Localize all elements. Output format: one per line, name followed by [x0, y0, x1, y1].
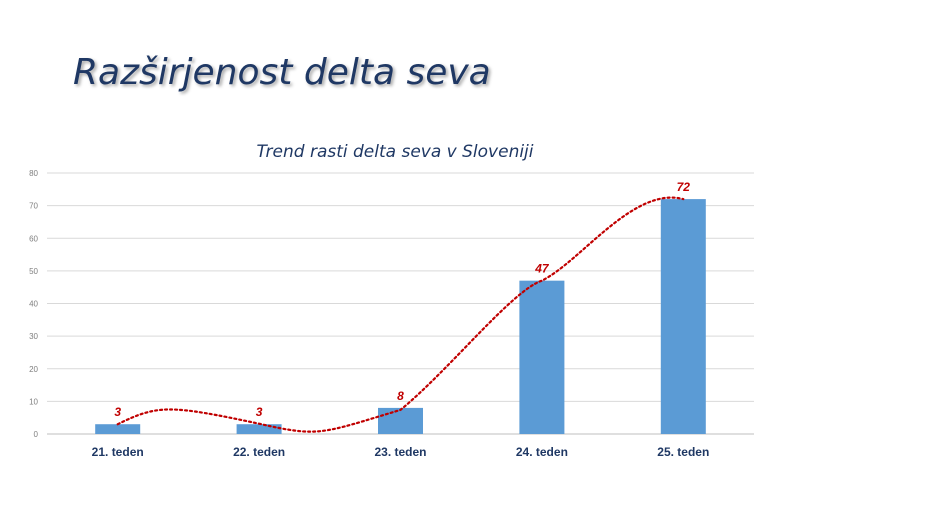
data-labels: 3 3 8 47 72: [114, 180, 690, 419]
bar: [95, 424, 141, 434]
chart-title: Trend rasti delta seva v Sloveniji: [256, 142, 533, 162]
trendline: [116, 196, 685, 433]
x-tick-label: 21. teden: [92, 445, 144, 459]
bar: [519, 280, 565, 434]
y-axis-ticks: 0 10 20 30 40 50 60 70 80: [29, 169, 38, 439]
y-tick-label: 40: [29, 300, 38, 309]
grid-lines: [47, 172, 754, 435]
bar: [236, 424, 282, 434]
slide-title: Razširjenost delta seva: [73, 52, 491, 93]
data-label: 3: [256, 405, 263, 419]
x-tick-label: 23. teden: [374, 445, 426, 459]
y-tick-label: 0: [34, 430, 39, 439]
x-axis-ticks: 21. teden 22. teden 23. teden 24. teden 25. …: [92, 445, 710, 459]
data-label: 8: [397, 389, 404, 403]
y-tick-label: 20: [29, 365, 38, 374]
data-label: 3: [114, 405, 121, 419]
bar: [660, 199, 706, 434]
y-tick-label: 50: [29, 267, 38, 276]
y-tick-label: 60: [29, 234, 38, 243]
data-label: 47: [534, 262, 550, 276]
x-tick-label: 24. teden: [516, 445, 568, 459]
bars: [95, 199, 706, 434]
y-tick-label: 80: [29, 169, 38, 178]
bar: [378, 407, 423, 434]
trendline-path: [116, 196, 685, 433]
data-label: 72: [677, 180, 691, 194]
y-tick-label: 10: [29, 397, 38, 406]
x-tick-label: 25. teden: [657, 445, 709, 459]
x-tick-label: 22. teden: [233, 445, 285, 459]
y-tick-label: 70: [29, 202, 38, 211]
y-tick-label: 30: [29, 332, 38, 341]
